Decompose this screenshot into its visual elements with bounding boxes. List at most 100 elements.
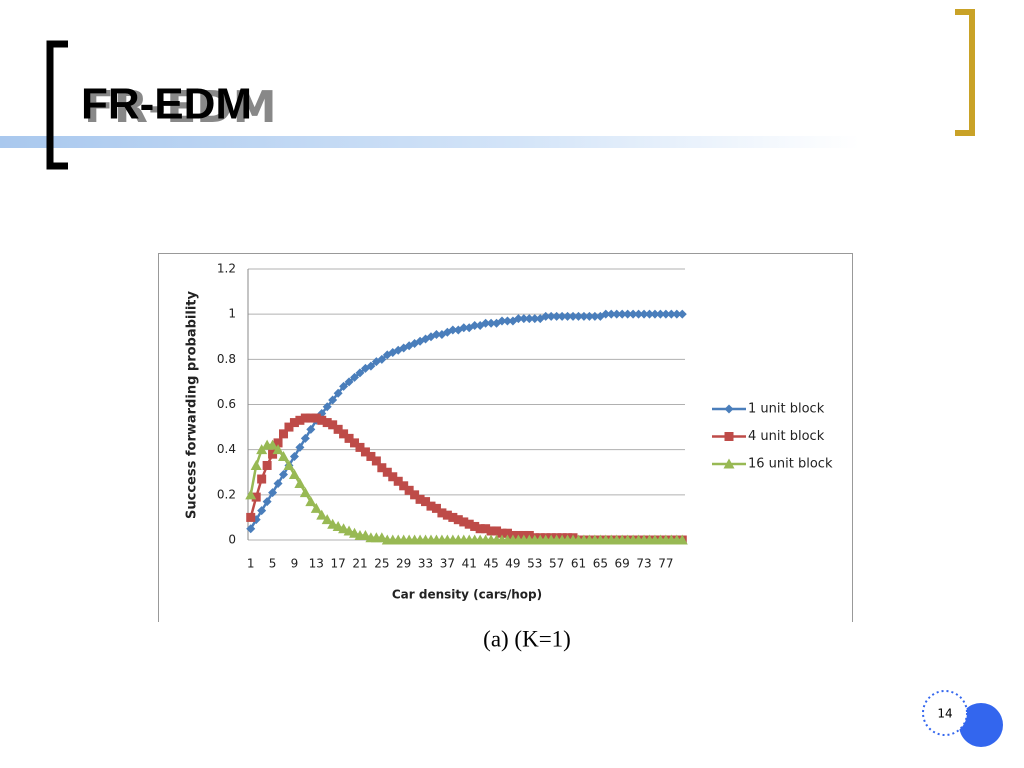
marker xyxy=(360,447,370,457)
marker xyxy=(273,438,283,448)
y-tick-label: 1.2 xyxy=(217,262,236,276)
marker xyxy=(497,316,507,326)
marker xyxy=(481,524,491,534)
marker xyxy=(288,469,300,480)
marker xyxy=(404,485,414,495)
marker xyxy=(573,311,583,321)
x-tick-label: 77 xyxy=(658,557,673,571)
marker xyxy=(437,508,447,518)
marker xyxy=(289,418,299,428)
marker xyxy=(513,314,523,324)
x-tick-label: 5 xyxy=(269,557,277,571)
marker xyxy=(262,497,272,507)
marker xyxy=(339,381,349,391)
marker xyxy=(661,309,671,319)
y-tick-label: 0 xyxy=(228,533,236,547)
marker xyxy=(300,413,310,423)
marker xyxy=(579,311,589,321)
marker xyxy=(672,309,682,319)
legend-label: 16 unit block xyxy=(748,457,833,472)
legend-label: 4 unit block xyxy=(748,429,825,444)
marker xyxy=(246,524,256,534)
marker xyxy=(322,402,332,412)
marker xyxy=(519,314,529,324)
caption: (a) (K=1) xyxy=(483,626,571,651)
marker xyxy=(431,329,441,339)
marker xyxy=(492,526,502,536)
marker xyxy=(552,311,562,321)
page-number: 14 xyxy=(937,707,952,721)
y-tick-label: 0.6 xyxy=(217,397,236,411)
marker xyxy=(257,506,267,516)
marker xyxy=(300,433,310,443)
marker xyxy=(272,444,284,455)
x-tick-label: 53 xyxy=(527,557,542,571)
marker xyxy=(246,512,256,522)
right-bracket xyxy=(955,9,975,136)
marker xyxy=(410,490,420,500)
marker xyxy=(666,309,676,319)
marker xyxy=(267,439,279,450)
marker xyxy=(371,456,381,466)
marker xyxy=(530,314,540,324)
marker xyxy=(584,311,594,321)
marker xyxy=(377,463,387,473)
chart: 00.20.40.60.811.21 5 9 13 17 21 25 29 33 37 41 45 49… xyxy=(185,262,833,602)
marker xyxy=(453,515,463,525)
marker xyxy=(355,368,365,378)
x-tick-label: 33 xyxy=(418,557,433,571)
marker xyxy=(328,395,338,405)
marker xyxy=(459,323,469,333)
x-tick-label: 1 xyxy=(247,557,255,571)
marker xyxy=(321,514,333,525)
x-tick-label: 17 xyxy=(330,557,345,571)
marker xyxy=(524,314,534,324)
marker xyxy=(502,528,512,538)
y-tick-label: 0.8 xyxy=(217,352,236,366)
marker xyxy=(295,415,305,425)
x-tick-label: 37 xyxy=(440,557,455,571)
marker xyxy=(333,424,343,434)
marker xyxy=(344,433,354,443)
marker xyxy=(655,309,665,319)
marker xyxy=(415,494,425,504)
marker xyxy=(676,534,688,545)
marker xyxy=(322,418,332,428)
x-tick-label: 69 xyxy=(615,557,630,571)
marker xyxy=(634,309,644,319)
marker xyxy=(442,510,452,520)
marker xyxy=(612,309,622,319)
marker xyxy=(606,309,616,319)
x-axis-label: Car density (cars/hop) xyxy=(392,588,542,602)
marker xyxy=(251,492,261,502)
marker xyxy=(563,311,573,321)
marker xyxy=(557,311,567,321)
marker xyxy=(350,372,360,382)
frame-cut xyxy=(150,622,860,632)
y-tick-label: 0.4 xyxy=(217,442,236,456)
marker xyxy=(299,487,311,498)
marker xyxy=(279,470,289,480)
x-tick-label: 41 xyxy=(462,557,477,571)
x-tick-label: 13 xyxy=(309,557,324,571)
marker xyxy=(617,309,627,319)
left-bracket xyxy=(46,40,68,170)
marker xyxy=(350,438,360,448)
marker xyxy=(628,309,638,319)
marker xyxy=(431,503,441,513)
marker xyxy=(481,318,491,328)
y-tick-label: 1 xyxy=(228,307,236,321)
marker xyxy=(388,472,398,482)
marker xyxy=(677,309,687,319)
marker xyxy=(502,316,512,326)
title-band xyxy=(0,136,860,148)
marker xyxy=(295,442,305,452)
marker xyxy=(470,521,480,531)
x-tick-label: 73 xyxy=(636,557,651,571)
marker xyxy=(310,502,322,513)
slide-title: FR-EDM xyxy=(81,80,252,129)
marker xyxy=(306,413,316,423)
marker xyxy=(245,489,257,500)
legend-label: 1 unit block xyxy=(748,402,825,417)
